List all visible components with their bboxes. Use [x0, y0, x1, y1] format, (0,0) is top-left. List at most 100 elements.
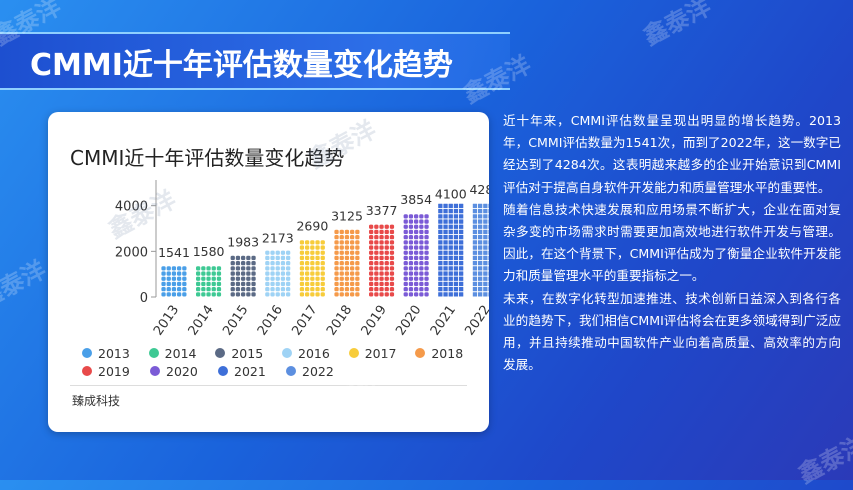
bar-cell: [488, 203, 489, 209]
bar-cell: [472, 287, 478, 292]
bar-cell: [419, 292, 424, 297]
bar-cell: [419, 287, 424, 292]
bar-cell: [235, 292, 241, 297]
bar-cell: [443, 271, 448, 276]
bar-cell: [206, 276, 211, 281]
bar-cell: [275, 287, 280, 292]
bar-cell: [196, 287, 201, 292]
x-tick-label: 2013: [151, 303, 182, 339]
bar-cell: [344, 229, 350, 235]
bar-cell: [369, 292, 374, 297]
bar-cell: [350, 229, 355, 235]
legend-item: 2015: [215, 346, 282, 361]
bar-cell: [408, 261, 414, 266]
bar-cell: [310, 281, 315, 287]
bar-cell: [246, 271, 251, 276]
bar-cell: [443, 203, 448, 209]
bar-2020: [403, 214, 429, 297]
bar-cell: [265, 266, 270, 271]
bar-cell: [310, 245, 315, 250]
bar-cell: [177, 287, 182, 292]
bar-cell: [355, 229, 360, 235]
bar-cell: [299, 245, 305, 250]
bar-cell: [483, 266, 488, 271]
bar-cell: [251, 287, 256, 292]
bar-cell: [369, 261, 374, 266]
bar-cell: [448, 229, 453, 235]
bar-cell: [230, 255, 235, 261]
watermark: 鑫泰洋: [638, 0, 716, 51]
bar-cell: [334, 240, 339, 245]
bar-cell: [305, 266, 310, 271]
bar-cell: [438, 219, 443, 224]
bar-cell: [384, 235, 389, 240]
bar-cell: [286, 250, 291, 255]
bar-cell: [443, 250, 448, 255]
bar-cell: [424, 261, 429, 266]
bar-cell: [315, 271, 320, 276]
bar-cell: [286, 276, 291, 281]
bar-cell: [334, 281, 339, 287]
bar-cell: [408, 250, 414, 255]
bar-cell: [443, 224, 448, 229]
bar-cell: [275, 276, 280, 281]
bar-cell: [488, 224, 489, 229]
bar-cell: [344, 292, 350, 297]
bar-cell: [483, 250, 488, 255]
bar-cell: [241, 281, 246, 287]
bar-cell: [182, 287, 187, 292]
bar-cell: [299, 261, 305, 266]
bar-cell: [339, 255, 344, 261]
bar-cell: [438, 281, 443, 287]
bar-cell: [339, 245, 344, 250]
bar-cell: [403, 276, 408, 281]
bar-cell: [414, 250, 419, 255]
bar-cell: [448, 266, 453, 271]
bar-cell: [265, 292, 270, 297]
bar-cell: [403, 235, 408, 240]
bar-cell: [339, 240, 344, 245]
bar-cell: [230, 261, 235, 266]
bar-cell: [453, 261, 459, 266]
bar-cell: [275, 266, 280, 271]
bar-cell: [483, 245, 488, 250]
bar-cell: [374, 255, 379, 261]
bar-cell: [275, 281, 280, 287]
bar-cell: [379, 261, 384, 266]
bar-cell: [379, 266, 384, 271]
bar-cell: [299, 255, 305, 261]
bar-2014: [196, 266, 222, 297]
y-tick-label: 2000: [115, 245, 148, 260]
bar-cell: [350, 287, 355, 292]
bar-cell: [403, 266, 408, 271]
bar-cell: [344, 250, 350, 255]
bar-cell: [488, 276, 489, 281]
bar-cell: [403, 281, 408, 287]
bar-cell: [310, 276, 315, 281]
legend-swatch: [415, 348, 426, 358]
bar-cell: [320, 240, 325, 245]
bar-cell: [320, 281, 325, 287]
bar-cell: [171, 292, 177, 297]
bar-cell: [472, 266, 478, 271]
bar-cell: [211, 281, 216, 287]
bar-cell: [177, 266, 182, 271]
bar-cell: [453, 203, 459, 209]
bar-cell: [403, 287, 408, 292]
bar-cell: [379, 235, 384, 240]
bar-cell: [379, 292, 384, 297]
bar-cell: [280, 250, 286, 255]
bar-cell: [384, 276, 389, 281]
legend-label: 2022: [302, 363, 334, 379]
data-label: 4100: [435, 186, 467, 201]
bar-cell: [414, 287, 419, 292]
bar-cell: [472, 245, 478, 250]
bar-cell: [286, 266, 291, 271]
bar-cell: [459, 235, 464, 240]
bar-cell: [374, 240, 379, 245]
bar-cell: [472, 229, 478, 235]
legend-swatch: [82, 366, 92, 376]
bar-cell: [424, 287, 429, 292]
bar-cell: [230, 281, 235, 287]
bar-cell: [299, 271, 305, 276]
